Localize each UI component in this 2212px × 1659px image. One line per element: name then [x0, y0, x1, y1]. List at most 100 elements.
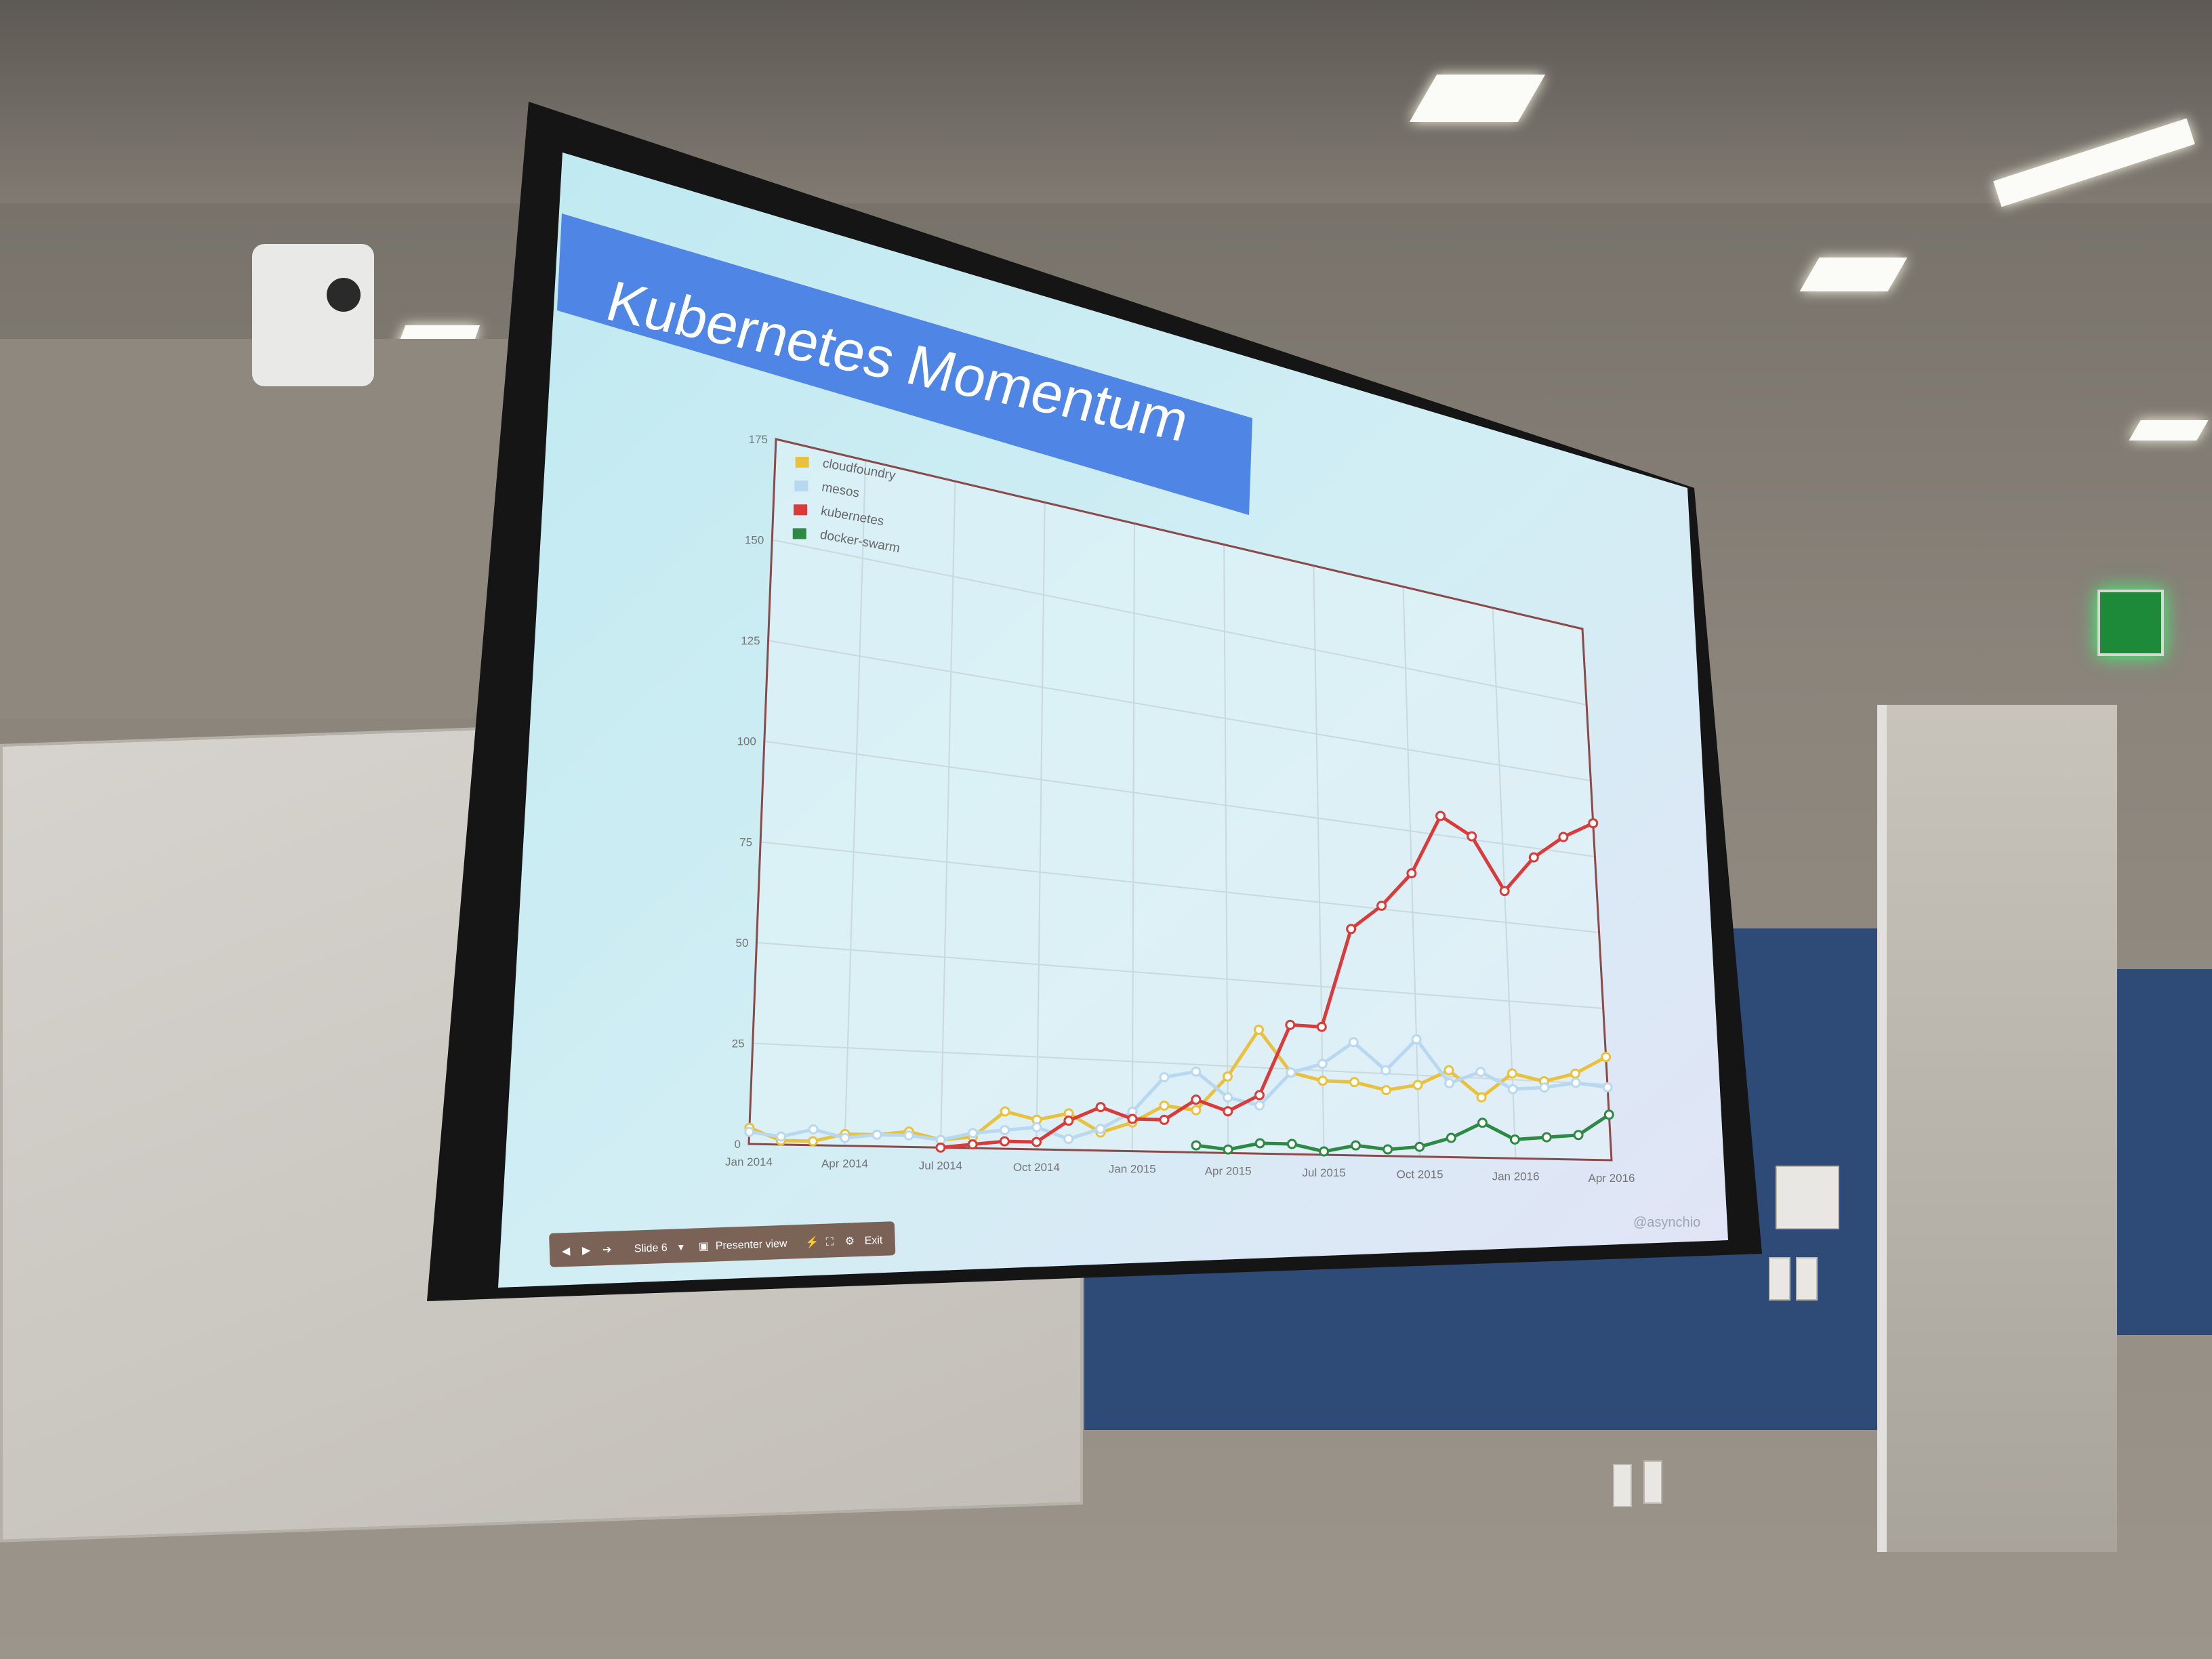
y-gridline [756, 941, 1603, 1009]
wall-outlet [1613, 1464, 1632, 1507]
data-point-kubernetes [1376, 900, 1387, 911]
data-point-mesos [1223, 1092, 1233, 1103]
line-chart: 0 25 50 75 100 125 150 175 Jan 2014 Apr 2014 Jul 2… [725, 433, 1635, 1185]
data-point-cloudfoundry [1253, 1024, 1264, 1035]
x-tick-label: Apr 2016 [1589, 1172, 1635, 1185]
series-line-kubernetes [940, 814, 1594, 1149]
dropdown-arrow-icon: ▾ [678, 1242, 684, 1253]
y-gridline [768, 640, 1591, 781]
y-tick-label: 75 [739, 836, 752, 848]
y-tick-label: 50 [736, 937, 749, 949]
y-tick-label: 175 [749, 433, 768, 446]
data-point-mesos [1475, 1067, 1486, 1078]
data-point-cloudfoundry [1349, 1077, 1360, 1088]
settings-gear-icon[interactable]: ⚙ [844, 1235, 855, 1247]
laser-pointer-icon[interactable]: ⚡ [805, 1235, 819, 1249]
y-tick-label: 25 [732, 1037, 745, 1050]
data-point-kubernetes [999, 1136, 1010, 1147]
data-point-kubernetes [1223, 1106, 1233, 1117]
data-point-cloudfoundry [1507, 1068, 1517, 1079]
y-gridline [760, 841, 1599, 933]
plot-frame [747, 438, 1613, 1162]
x-gridline [1131, 523, 1135, 1151]
data-point-docker-swarm [1254, 1138, 1265, 1149]
data-point-mesos [1602, 1082, 1613, 1092]
plot-area [749, 439, 1612, 1160]
data-point-mesos [1380, 1065, 1391, 1076]
presentation-toolbar: ◀ ▶ ➔ Slide 6 ▾ ▣ Presenter view ⚡ ⛶ ⚙ E… [549, 1221, 896, 1267]
data-point-mesos [1159, 1072, 1170, 1083]
data-point-kubernetes [1406, 868, 1417, 879]
x-tick-label: Apr 2015 [1205, 1164, 1252, 1177]
x-tick-label: Jan 2014 [725, 1155, 773, 1168]
y-tick-label: 150 [745, 534, 764, 547]
x-gridline [1223, 544, 1229, 1153]
light-switch [1769, 1257, 1790, 1300]
blue-wall-panel [2108, 969, 2212, 1335]
legend-swatch-cloudfoundry [795, 457, 809, 468]
data-point-docker-swarm [1350, 1140, 1361, 1151]
data-point-mesos [1063, 1134, 1074, 1145]
exit-sign [2097, 590, 2164, 656]
x-gridline [1313, 565, 1325, 1155]
data-point-cloudfoundry [1476, 1092, 1487, 1103]
data-point-mesos [1570, 1078, 1581, 1088]
data-point-mesos [1254, 1100, 1265, 1111]
x-gridline [939, 481, 956, 1148]
data-point-docker-swarm [1446, 1132, 1456, 1143]
data-point-mesos [1507, 1084, 1518, 1094]
toolbar-background [549, 1221, 896, 1267]
glass-door [1877, 705, 2117, 1552]
thermostat [1776, 1166, 1839, 1229]
data-point-mesos [903, 1130, 914, 1141]
data-point-cloudfoundry [807, 1136, 818, 1147]
data-point-docker-swarm [1191, 1140, 1202, 1151]
x-tick-label: Oct 2015 [1397, 1168, 1443, 1181]
fullscreen-icon[interactable]: ⛶ [825, 1236, 834, 1248]
data-point-docker-swarm [1541, 1132, 1552, 1143]
data-point-mesos [1286, 1067, 1296, 1078]
data-point-cloudfoundry [1159, 1100, 1170, 1111]
data-point-kubernetes [1063, 1115, 1074, 1126]
next-slide-icon[interactable]: ➔ [602, 1244, 612, 1256]
y-tick-label: 125 [741, 634, 760, 647]
play-icon[interactable]: ▶ [582, 1245, 592, 1256]
data-point-kubernetes [1191, 1094, 1202, 1105]
data-point-kubernetes [1558, 832, 1569, 842]
data-point-cloudfoundry [1443, 1065, 1454, 1076]
data-point-mesos [1000, 1125, 1010, 1136]
exit-button[interactable]: Exit [864, 1235, 883, 1247]
data-point-mesos [1411, 1034, 1422, 1045]
data-point-mesos [1539, 1082, 1550, 1093]
data-point-kubernetes [1159, 1114, 1170, 1125]
data-point-docker-swarm [1223, 1144, 1233, 1155]
data-point-mesos [872, 1129, 882, 1140]
data-point-mesos [1095, 1124, 1106, 1134]
data-point-cloudfoundry [1601, 1052, 1612, 1063]
data-point-kubernetes [1031, 1136, 1042, 1147]
ptz-camera [252, 244, 374, 386]
wall-outlet [1643, 1460, 1662, 1504]
series-line-docker-swarm [1195, 1113, 1610, 1153]
x-tick-label: Jul 2014 [919, 1159, 962, 1172]
presenter-view-button[interactable]: Presenter view [716, 1238, 788, 1252]
data-point-kubernetes [1316, 1021, 1327, 1032]
presenter-icon: ▣ [699, 1241, 710, 1253]
y-tick-label: 0 [735, 1138, 741, 1151]
x-tick-label: Jan 2015 [1109, 1163, 1156, 1176]
data-point-kubernetes [1499, 886, 1510, 897]
slide-selector[interactable]: Slide 6 [634, 1242, 668, 1255]
data-point-mesos [1444, 1078, 1455, 1088]
data-point-mesos [1191, 1066, 1202, 1077]
data-point-docker-swarm [1319, 1146, 1330, 1157]
data-point-docker-swarm [1509, 1134, 1520, 1145]
x-gridline [1036, 502, 1046, 1150]
data-point-kubernetes [1127, 1113, 1138, 1124]
prev-slide-icon[interactable]: ◀ [562, 1246, 571, 1257]
y-gridline [764, 740, 1595, 857]
data-point-cloudfoundry [1570, 1068, 1580, 1079]
data-point-kubernetes [967, 1139, 978, 1150]
data-point-docker-swarm [1414, 1141, 1425, 1152]
